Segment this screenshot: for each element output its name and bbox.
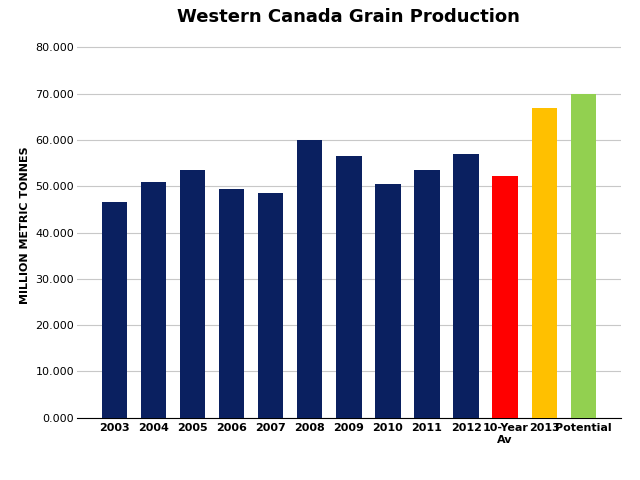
Bar [297,140,323,418]
Bar [180,170,205,418]
Title: Western Canada Grain Production: Western Canada Grain Production [177,9,520,26]
Bar [141,181,166,418]
Bar [102,203,127,418]
Bar [336,156,362,418]
Y-axis label: MILLION METRIC TONNES: MILLION METRIC TONNES [20,147,29,304]
Bar [571,94,596,418]
Bar [532,108,557,418]
Bar [258,193,284,418]
Bar [492,176,518,418]
Bar [453,154,479,418]
Bar [375,184,401,418]
Bar [219,189,244,418]
Bar [414,170,440,418]
